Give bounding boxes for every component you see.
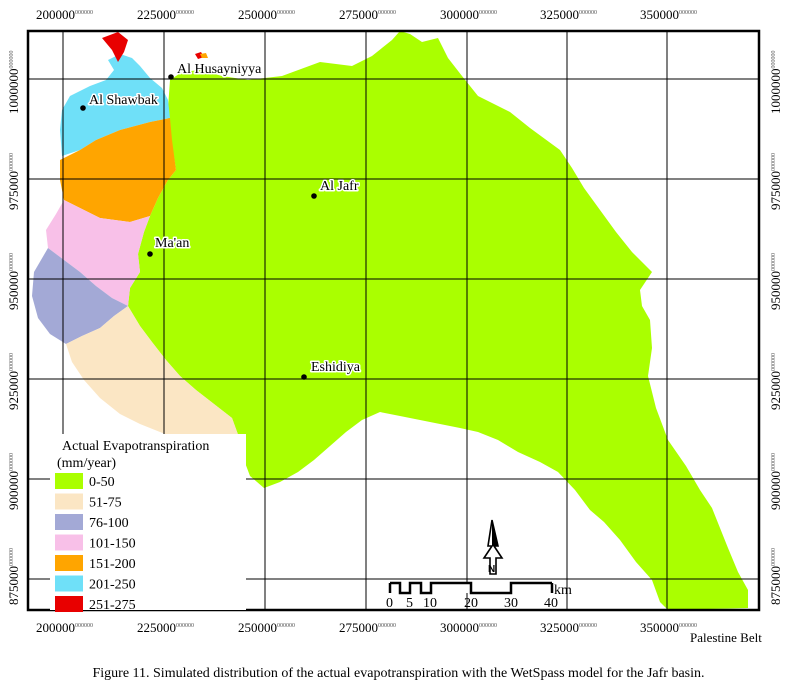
legend-label-0: 0-50 — [89, 475, 115, 490]
legend-swatch-4 — [55, 555, 83, 571]
y-tick-right-5: 875000000000 — [768, 548, 783, 605]
x-tick-bottom-6: 350000000000 — [640, 620, 697, 635]
y-tick-right-1: 975000000000 — [768, 153, 783, 210]
maan-label: Ma'an — [155, 236, 189, 251]
legend-swatch-2 — [55, 514, 83, 530]
x-tick-labels-bottom: 200000000000 225000000000 250000000000 2… — [36, 620, 697, 635]
legend-label-5: 201-250 — [89, 578, 136, 593]
x-tick-bottom-1: 225000000000 — [137, 620, 194, 635]
y-tick-left-2: 950000000000 — [6, 253, 21, 310]
corner-label: Palestine Belt — [690, 630, 762, 645]
zone-51-75 — [66, 306, 240, 446]
al-jafr-marker — [311, 193, 317, 199]
legend-items: 0-50 51-75 76-100 101-150 151-200 201-250 251-… — [55, 473, 136, 613]
scale-label-2: 10 — [423, 596, 437, 611]
x-tick-top-1: 225000000000 — [137, 7, 194, 22]
al-jafr-label: Al Jafr — [320, 179, 359, 194]
legend-swatch-0 — [55, 473, 83, 489]
y-tick-labels-right: 1000000000000 975000000000 950000000000 … — [768, 51, 783, 606]
y-tick-right-2: 950000000000 — [768, 253, 783, 310]
legend-swatch-5 — [55, 575, 83, 592]
y-tick-left-1: 975000000000 — [6, 153, 21, 210]
legend-label-3: 101-150 — [89, 537, 136, 552]
x-tick-bottom-5: 325000000000 — [540, 620, 597, 635]
al-shawbak-marker — [80, 105, 86, 111]
x-tick-top-4: 300000000000 — [440, 7, 497, 22]
scale-unit: km — [554, 583, 572, 598]
zone-151-200-spot — [200, 53, 208, 58]
y-tick-labels-left: 1000000000000 975000000000 950000000000 … — [6, 51, 21, 606]
figure-caption: Figure 11. Simulated distribution of the… — [92, 666, 705, 681]
map-frame-border — [26, 29, 761, 612]
legend-swatch-6 — [55, 596, 83, 612]
zone-151-200 — [60, 118, 176, 222]
zone-76-100 — [32, 248, 128, 344]
y-tick-right-0: 1000000000000 — [768, 51, 783, 115]
scale-label-4: 30 — [504, 596, 518, 611]
legend: Actual Evapotranspiration (mm/year) 0-50… — [50, 434, 246, 613]
x-tick-top-0: 200000000000 — [36, 7, 93, 22]
y-tick-right-4: 900000000000 — [768, 453, 783, 510]
al-husayniyya-marker — [168, 74, 174, 80]
y-tick-left-3: 925000000000 — [6, 353, 21, 410]
legend-label-4: 151-200 — [89, 557, 136, 572]
x-tick-bottom-0: 200000000000 — [36, 620, 93, 635]
eshidiya-marker — [301, 374, 307, 380]
legend-swatch-1 — [55, 493, 83, 510]
legend-title-line1: Actual Evapotranspiration — [62, 439, 209, 454]
x-tick-bottom-4: 300000000000 — [440, 620, 497, 635]
y-tick-right-3: 925000000000 — [768, 353, 783, 410]
legend-label-2: 76-100 — [89, 516, 129, 531]
scale-label-0: 0 — [386, 596, 393, 611]
x-tick-top-5: 325000000000 — [540, 7, 597, 22]
scale-label-5: 40 — [544, 596, 558, 611]
x-tick-top-2: 250000000000 — [238, 7, 295, 22]
zone-251-275 — [102, 32, 128, 62]
maan-marker — [147, 251, 153, 257]
x-tick-labels-top: 200000000000 225000000000 250000000000 2… — [36, 7, 697, 22]
legend-label-1: 51-75 — [89, 496, 122, 511]
north-arrow-icon: N — [482, 519, 504, 575]
legend-swatch-3 — [55, 534, 83, 551]
scale-label-1: 5 — [406, 596, 413, 611]
y-tick-left-4: 900000000000 — [6, 453, 21, 510]
eshidiya-label: Eshidiya — [311, 360, 361, 375]
y-tick-left-5: 875000000000 — [6, 548, 21, 605]
zone-0-50 — [128, 31, 748, 610]
al-husayniyya-label: Al Husayniyya — [177, 62, 262, 77]
al-shawbak-label: Al Shawbak — [89, 93, 158, 108]
x-tick-bottom-2: 250000000000 — [238, 620, 295, 635]
scale-bar: km 0 5 10 20 30 40 — [386, 581, 572, 611]
x-tick-top-6: 350000000000 — [640, 7, 697, 22]
y-tick-left-0: 1000000000000 — [6, 51, 21, 115]
x-tick-top-3: 275000000000 — [339, 7, 396, 22]
legend-title-line2: (mm/year) — [57, 456, 116, 471]
scale-label-3: 20 — [464, 596, 478, 611]
x-tick-bottom-3: 275000000000 — [339, 620, 396, 635]
place-markers: Al Husayniyya Al Shawbak Al Jafr Ma'an E… — [80, 61, 362, 380]
legend-label-6: 251-275 — [89, 598, 136, 613]
north-arrow-label: N — [488, 564, 495, 575]
